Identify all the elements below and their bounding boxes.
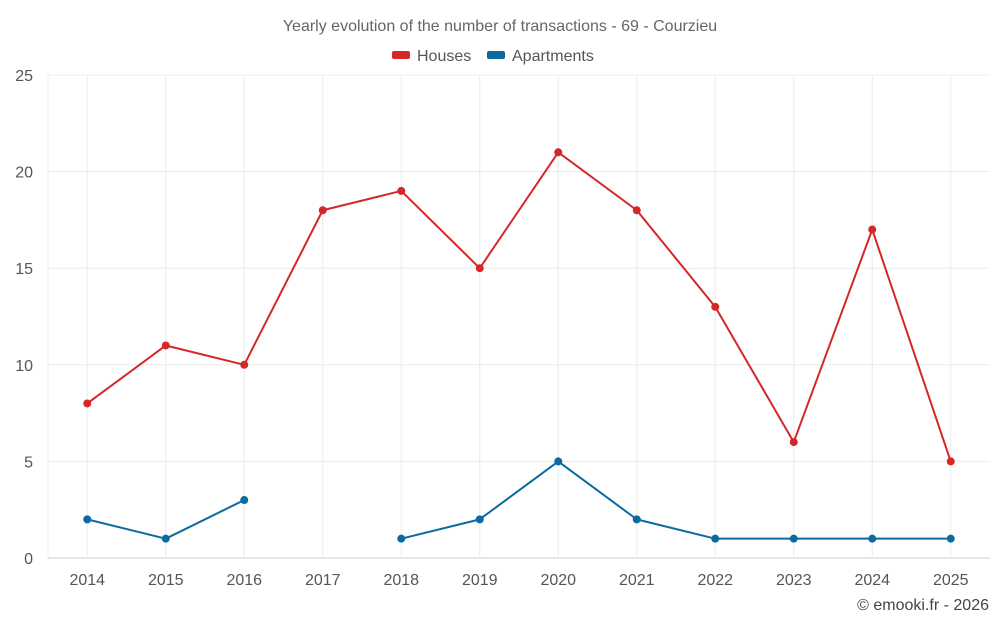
data-point-apartments[interactable] — [789, 534, 798, 543]
series-apartments — [83, 457, 955, 543]
y-tick-label: 25 — [15, 68, 33, 85]
x-tick-label: 2015 — [148, 572, 184, 589]
legend-swatch-houses[interactable] — [392, 51, 410, 59]
data-point-apartments[interactable] — [946, 534, 955, 543]
x-tick-label: 2025 — [933, 572, 969, 589]
legend: Houses Apartments — [392, 48, 594, 65]
x-tick-label: 2014 — [69, 572, 105, 589]
x-tick-label: 2020 — [540, 572, 576, 589]
data-point-houses[interactable] — [240, 360, 249, 369]
x-tick-label: 2019 — [462, 572, 498, 589]
y-tick-label: 0 — [24, 551, 33, 568]
y-tick-label: 20 — [15, 165, 33, 182]
data-point-houses[interactable] — [161, 341, 170, 350]
data-point-apartments[interactable] — [240, 496, 249, 505]
legend-label-houses[interactable]: Houses — [417, 48, 471, 65]
data-point-houses[interactable] — [83, 399, 92, 408]
data-point-houses[interactable] — [397, 186, 406, 195]
x-tick-label: 2024 — [854, 572, 890, 589]
data-point-houses[interactable] — [868, 225, 877, 234]
series-line-houses — [86, 151, 952, 462]
chart-title: Yearly evolution of the number of transa… — [283, 18, 717, 35]
data-point-apartments[interactable] — [554, 457, 563, 466]
x-tick-label: 2016 — [226, 572, 262, 589]
credit-text: © emooki.fr - 2026 — [857, 597, 989, 614]
data-point-houses[interactable] — [632, 206, 641, 215]
data-point-apartments[interactable] — [397, 534, 406, 543]
y-tick-label: 15 — [15, 261, 33, 278]
data-point-apartments[interactable] — [83, 515, 92, 524]
data-point-apartments[interactable] — [475, 515, 484, 524]
data-point-houses[interactable] — [554, 148, 563, 157]
data-point-apartments[interactable] — [711, 534, 720, 543]
data-point-houses[interactable] — [789, 438, 798, 447]
data-point-apartments[interactable] — [632, 515, 641, 524]
series-group — [83, 148, 955, 543]
data-point-apartments[interactable] — [868, 534, 877, 543]
data-point-houses[interactable] — [475, 264, 484, 273]
x-tick-label: 2023 — [776, 572, 812, 589]
x-tick-label: 2018 — [383, 572, 419, 589]
data-point-apartments[interactable] — [161, 534, 170, 543]
x-tick-label: 2021 — [619, 572, 655, 589]
x-axis-ticks: 2014 2015 2016 2017 2018 2019 2020 2021 2022 2023… — [69, 572, 968, 589]
y-axis-ticks: 0 5 10 15 20 25 — [15, 68, 33, 568]
data-point-houses[interactable] — [711, 302, 720, 311]
legend-swatch-apartments[interactable] — [487, 51, 505, 59]
x-tick-label: 2022 — [697, 572, 733, 589]
series-line-apartments — [401, 460, 951, 540]
y-tick-label: 5 — [24, 454, 33, 471]
y-tick-label: 10 — [15, 358, 33, 375]
x-tick-label: 2017 — [305, 572, 341, 589]
data-point-houses[interactable] — [318, 206, 327, 215]
legend-label-apartments[interactable]: Apartments — [512, 48, 594, 65]
data-point-houses[interactable] — [946, 457, 955, 466]
grid — [47, 74, 990, 559]
series-houses — [83, 148, 955, 466]
